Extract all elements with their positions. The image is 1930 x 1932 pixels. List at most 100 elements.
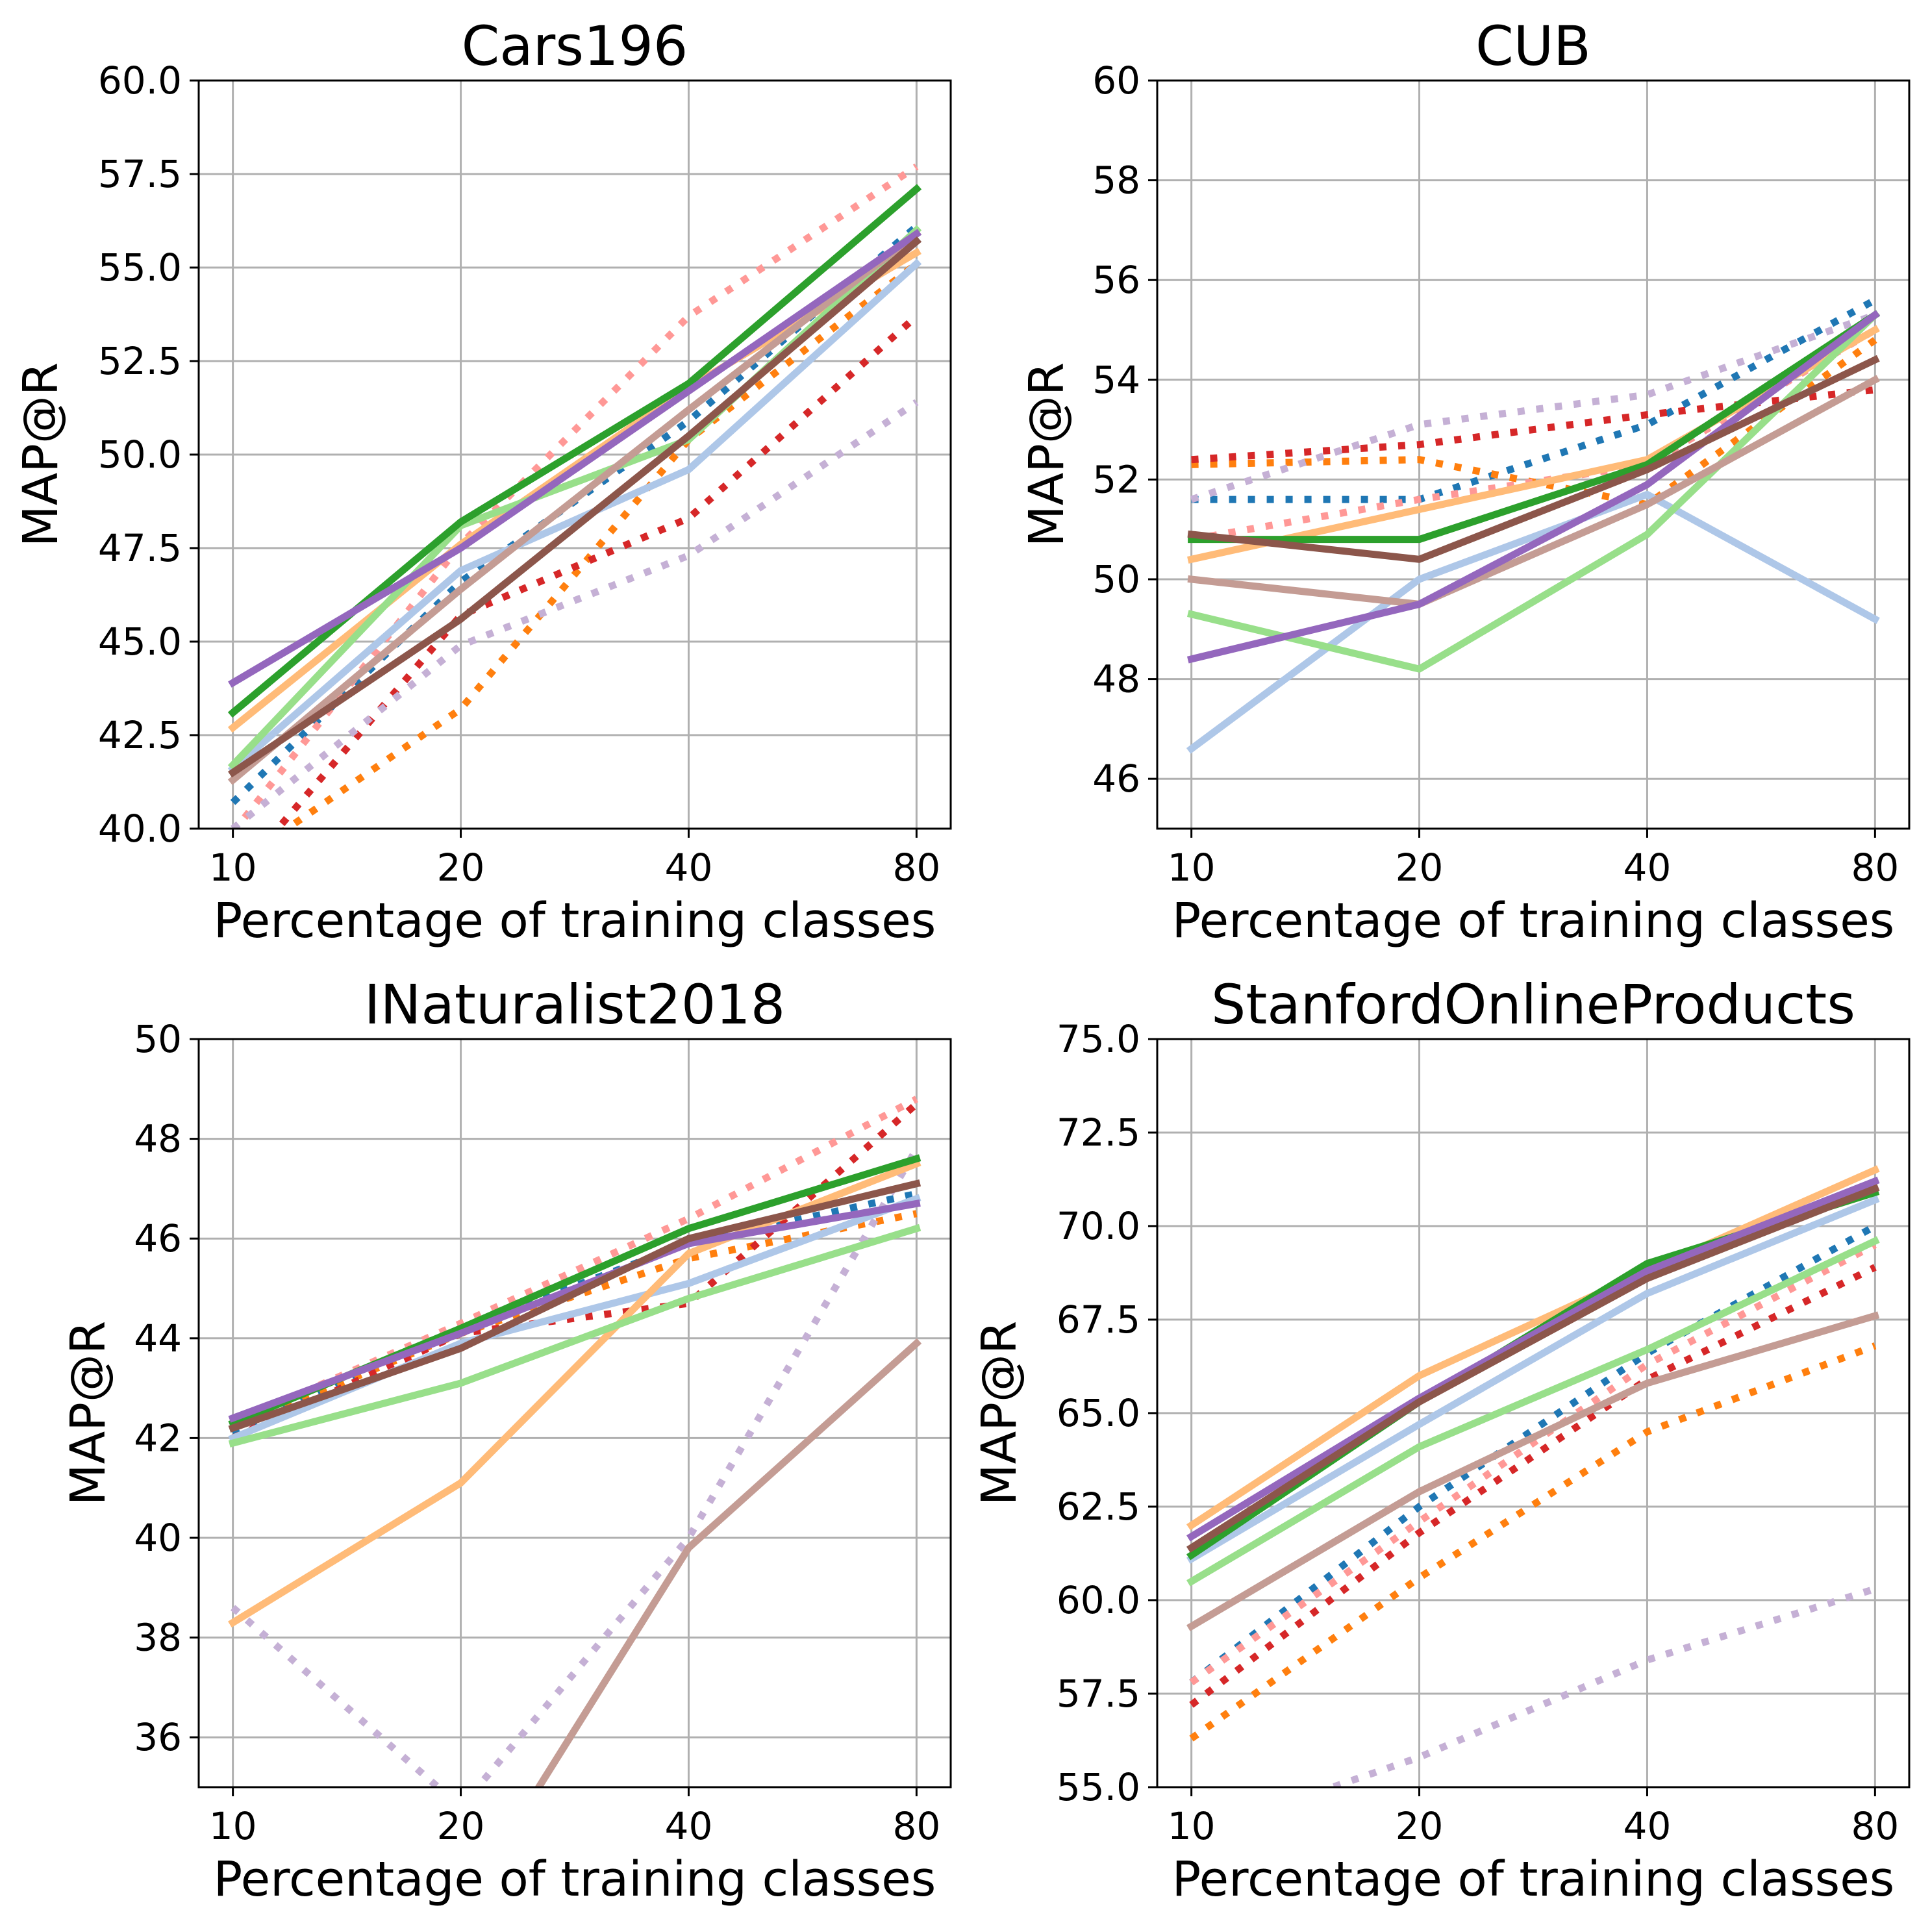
y-tick-label: 46	[134, 1216, 182, 1261]
y-tick-label: 60	[1092, 58, 1140, 103]
subplot-3: 10 20 40 80 55.0 57.5 60.0 62.5 65.0 67.5 70.0 72.5…	[971, 973, 1911, 1907]
series-line-light-blue-solid	[1186, 490, 1880, 754]
series-line-brown-solid	[228, 1179, 921, 1433]
series-line-green-solid	[1188, 310, 1881, 544]
series-line-orange-dotted	[231, 1210, 918, 1432]
y-tick-label: 62.5	[1057, 1485, 1140, 1529]
series-line-rosy-brown-solid	[227, 229, 922, 785]
series-line-brown-solid	[227, 236, 922, 778]
x-tick-label: 80	[892, 846, 940, 890]
y-tick-label: 55.0	[1057, 1765, 1140, 1809]
series-line-orange-dotted	[281, 260, 919, 829]
series-line-purple-solid	[228, 1199, 921, 1423]
y-axis-label: MAP@R	[971, 1321, 1027, 1506]
chart-title: CUB	[1475, 14, 1591, 78]
y-tick-label: 72.5	[1057, 1110, 1140, 1155]
series-line-lavender-dotted	[1321, 1585, 1877, 1787]
y-tick-label: 42.5	[98, 713, 182, 757]
x-tick-label: 40	[665, 1804, 713, 1848]
series-line-red-dotted	[273, 313, 920, 829]
y-tick-label: 46	[1092, 757, 1140, 801]
x-tick-label: 20	[1396, 1804, 1444, 1848]
series-group	[1186, 297, 1881, 754]
x-tick-label: 80	[892, 1804, 940, 1848]
y-tick-label: 40.0	[98, 807, 182, 851]
series-line-light-blue-solid	[227, 258, 922, 774]
series-line-rosy-brown-solid	[1187, 375, 1880, 608]
y-tick-label: 36	[134, 1715, 182, 1759]
chart-title: StanfordOnlineProducts	[1211, 973, 1855, 1036]
series-line-purple-solid	[1186, 310, 1881, 664]
x-axis-label: Percentage of training classes	[214, 893, 936, 949]
series-line-light-orange-solid	[1186, 1165, 1880, 1531]
series-line-red-dotted	[1191, 386, 1875, 464]
y-tick-label: 55.0	[98, 245, 182, 290]
y-axis-label: MAP@R	[1019, 362, 1075, 547]
x-tick-label: 20	[437, 846, 485, 890]
series-line-lavender-dotted	[231, 399, 919, 829]
series-line-purple-solid	[228, 229, 922, 688]
y-tick-label: 67.5	[1057, 1298, 1140, 1342]
x-tick-label: 20	[1396, 846, 1444, 890]
y-tick-label: 58	[1092, 158, 1140, 203]
series-line-light-blue-solid	[1186, 1195, 1880, 1564]
subplot-0: 10 20 40 80 40.0 42.5 45.0 47.5 50.0 52.5 55.0 57.5…	[13, 14, 952, 949]
y-tick-label: 70.0	[1057, 1204, 1140, 1248]
x-axis-label: Percentage of training classes	[1172, 893, 1895, 949]
y-tick-label: 40	[134, 1516, 182, 1560]
series-line-pink-dotted	[1190, 327, 1877, 544]
series-line-light-orange-solid	[1187, 325, 1880, 564]
y-tick-label: 47.5	[98, 526, 182, 570]
chart-title: Cars196	[462, 14, 688, 78]
series-line-light-green-solid	[1186, 310, 1881, 673]
x-tick-label: 40	[1623, 1804, 1672, 1848]
x-tick-label: 20	[437, 1804, 485, 1848]
y-tick-label: 45.0	[98, 620, 182, 664]
x-axis-label: Percentage of training classes	[214, 1851, 936, 1907]
y-tick-label: 44	[134, 1316, 182, 1361]
axes-frame	[1156, 79, 1911, 830]
y-axis-label: MAP@R	[13, 362, 69, 547]
x-tick-label: 80	[1851, 846, 1899, 890]
x-tick-label: 10	[1168, 846, 1216, 890]
y-tick-label: 60.0	[1057, 1578, 1140, 1622]
series-line-pink-dotted	[1189, 1241, 1877, 1686]
x-axis-label: Percentage of training classes	[1172, 1851, 1895, 1907]
y-tick-label: 42	[134, 1416, 182, 1460]
series-group	[227, 163, 922, 829]
y-tick-label: 65.0	[1057, 1391, 1140, 1435]
y-tick-label: 48	[1092, 657, 1140, 701]
y-tick-label: 50	[1092, 557, 1140, 601]
y-tick-label: 50	[134, 1017, 182, 1061]
x-tick-label: 10	[209, 846, 257, 890]
series-line-rosy-brown-solid	[534, 1338, 922, 1787]
series-line-lavender-dotted	[1190, 311, 1877, 503]
series-line-pink-dotted	[231, 163, 919, 829]
y-tick-label: 52	[1092, 457, 1140, 501]
chart-title: INaturalist2018	[364, 973, 785, 1036]
x-tick-label: 80	[1851, 1804, 1899, 1848]
series-line-purple-solid	[1186, 1176, 1880, 1542]
x-tick-label: 10	[1168, 1804, 1216, 1848]
series-line-lavender-dotted	[230, 1147, 920, 1787]
series-group	[228, 1096, 922, 1787]
series-line-rosy-brown-solid	[1186, 1311, 1880, 1631]
x-tick-label: 40	[1623, 846, 1672, 890]
y-tick-label: 75.0	[1057, 1017, 1140, 1061]
y-tick-label: 54	[1092, 358, 1140, 402]
y-tick-label: 56	[1092, 258, 1140, 302]
y-tick-label: 60.0	[98, 58, 182, 103]
subplot-1: 10 20 40 80 46 48 50 52 54 56 58 60 CUB Percentage of…	[1019, 14, 1911, 949]
y-tick-label: 57.5	[1057, 1672, 1140, 1716]
series-line-pink-dotted	[231, 1096, 918, 1427]
series-group	[1186, 1165, 1880, 1787]
axes-frame	[197, 1038, 952, 1788]
y-tick-label: 57.5	[98, 152, 182, 196]
y-tick-label: 38	[134, 1616, 182, 1660]
x-tick-label: 40	[665, 846, 713, 890]
y-tick-label: 52.5	[98, 339, 182, 383]
series-line-brown-solid	[1186, 1184, 1880, 1553]
subplot-2: 10 20 40 80 36 38 40 42 44 46 48 50 INaturalist2018 P…	[60, 973, 952, 1907]
series-line-brown-solid	[1187, 355, 1880, 563]
